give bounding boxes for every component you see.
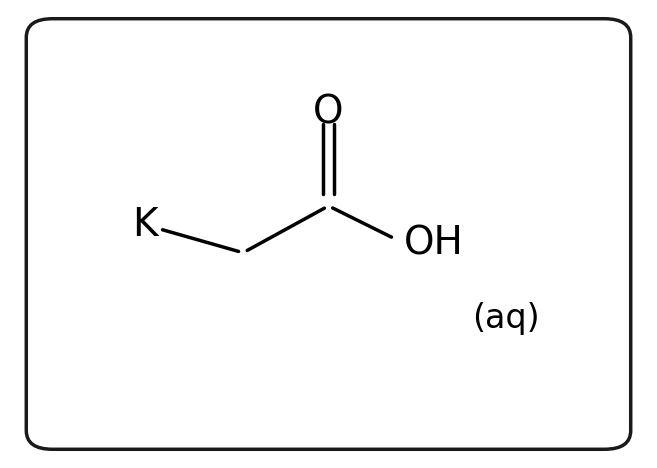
Text: (aq): (aq) [472,302,539,335]
Text: O: O [313,93,344,132]
Text: OH: OH [404,224,464,263]
Text: K: K [131,205,158,244]
FancyBboxPatch shape [26,19,631,449]
